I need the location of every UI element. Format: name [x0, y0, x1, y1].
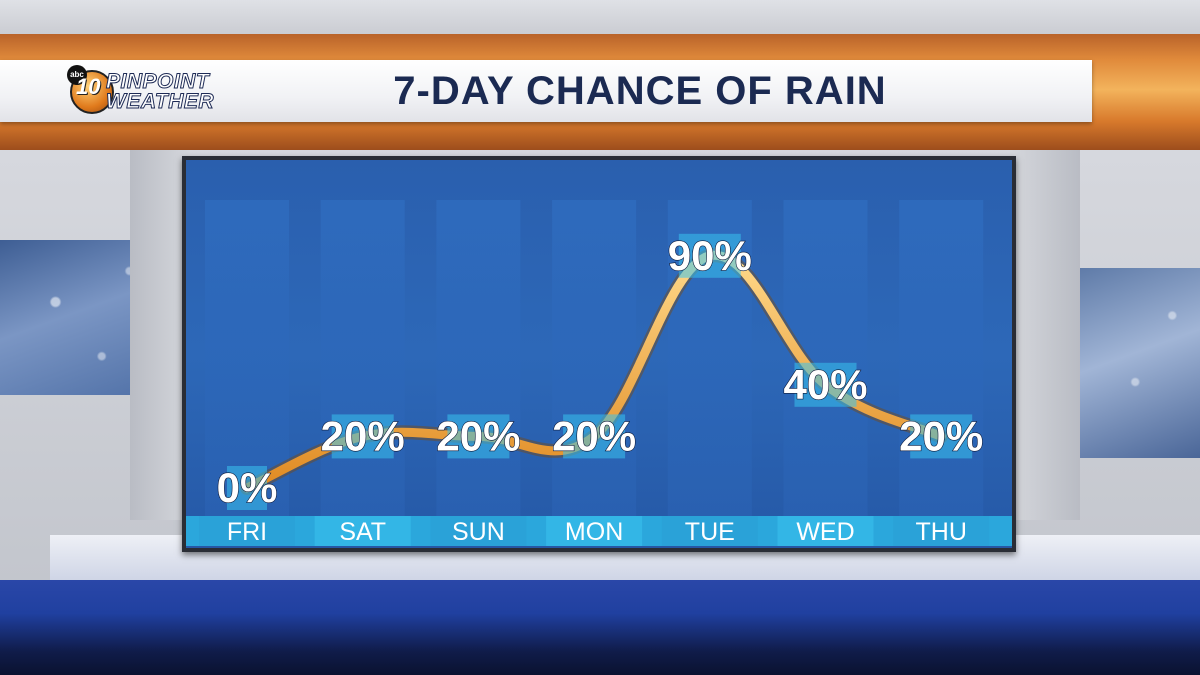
value-label-box: [447, 414, 510, 459]
day-label: MON: [565, 518, 623, 546]
day-label: WED: [796, 518, 854, 546]
value-label: 20%: [436, 412, 520, 459]
value-label: 20%: [321, 412, 405, 459]
value-label-box: [331, 414, 394, 459]
logo-channel: 10: [76, 74, 101, 99]
studio-panel-right: [1010, 140, 1080, 520]
day-column: [552, 200, 637, 516]
value-label-box: [563, 414, 626, 459]
value-label-box: [678, 233, 741, 278]
day-label: TUE: [685, 518, 735, 546]
page-title: 7-DAY CHANCE OF RAIN: [393, 69, 887, 113]
logo-line2: WEATHER: [105, 90, 215, 114]
day-label-cell: [777, 516, 874, 546]
day-label: SAT: [339, 518, 386, 546]
day-label-cell: [314, 516, 411, 546]
day-label: FRI: [227, 518, 267, 546]
day-label: SUN: [452, 518, 505, 546]
value-label-box: [910, 414, 973, 459]
day-label-cell: [893, 516, 990, 546]
day-column: [320, 200, 405, 516]
studio-bottom-band: [0, 580, 1200, 675]
value-label: 20%: [552, 412, 636, 459]
title-band: [0, 60, 1092, 122]
day-label-cell: [199, 516, 295, 546]
studio-panel-left: [130, 140, 190, 520]
logo-network: abc: [67, 65, 87, 85]
day-label-cell: [430, 516, 527, 546]
value-label: 90%: [668, 232, 752, 279]
logo-line1: PINPOINT: [105, 70, 210, 94]
station-logo: abc 10 PINPOINT WEATHER: [64, 64, 264, 118]
day-column: [436, 200, 521, 516]
value-label: 0%: [217, 464, 278, 511]
studio-background-top: [0, 0, 1200, 40]
day-label: THU: [916, 518, 967, 546]
day-column: [205, 200, 289, 516]
value-label-box: [794, 362, 857, 407]
value-label: 40%: [783, 361, 867, 408]
day-label-cell: [546, 516, 643, 546]
day-label-cell: [661, 516, 758, 546]
day-column: [899, 200, 984, 516]
value-label-box: [227, 466, 267, 510]
value-label: 20%: [899, 412, 983, 459]
